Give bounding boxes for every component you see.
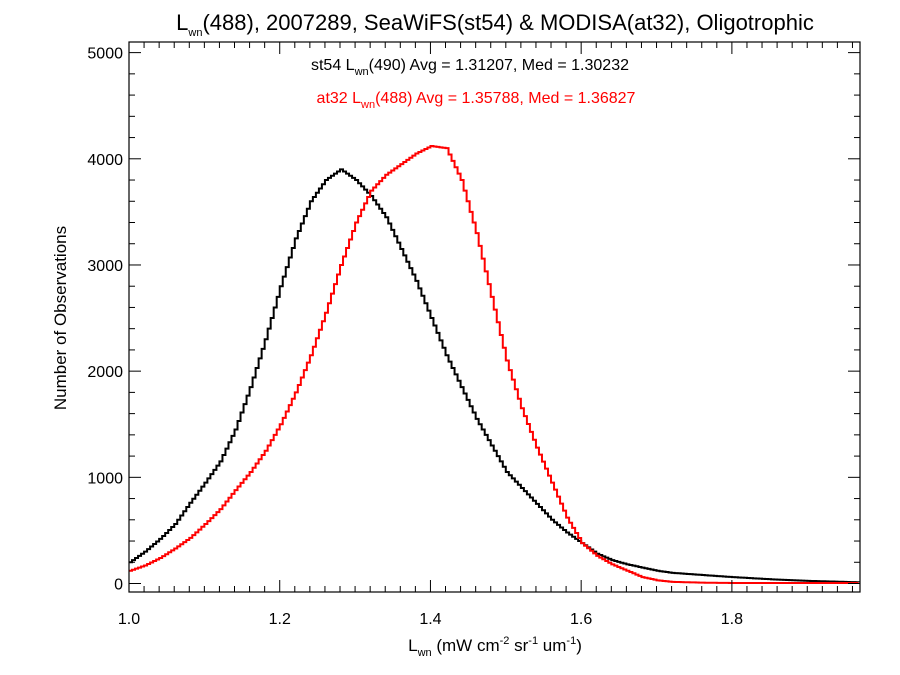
y-axis-label: Number of Observations [51, 226, 70, 410]
x-tick-label: 1.6 [570, 611, 592, 628]
y-tick-label: 5000 [87, 46, 123, 63]
y-tick-label: 2000 [87, 364, 123, 381]
y-tick-label: 0 [114, 577, 123, 594]
x-tick-label: 1.2 [269, 611, 291, 628]
series-line-at32 [129, 145, 859, 584]
legend-entry-st54: st54 Lwn(490) Avg = 1.31207, Med = 1.302… [311, 57, 629, 78]
chart-title: Lwn(488), 2007289, SeaWiFS(st54) & MODIS… [176, 10, 814, 39]
x-tick-label: 1.4 [419, 611, 441, 628]
x-axis-label: Lwn (mW cm-2 sr-1 um-1) [408, 635, 582, 659]
y-tick-label: 1000 [87, 470, 123, 487]
x-tick-label: 1.0 [118, 611, 140, 628]
x-tick-label: 1.8 [721, 611, 743, 628]
plot-frame [128, 41, 861, 593]
series-line-st54 [129, 168, 860, 584]
legend: st54 Lwn(490) Avg = 1.31207, Med = 1.302… [311, 57, 636, 111]
legend-entry-at32: at32 Lwn(488) Avg = 1.35788, Med = 1.368… [317, 90, 636, 111]
y-tick-label: 3000 [87, 258, 123, 275]
y-tick-label: 4000 [87, 152, 123, 169]
